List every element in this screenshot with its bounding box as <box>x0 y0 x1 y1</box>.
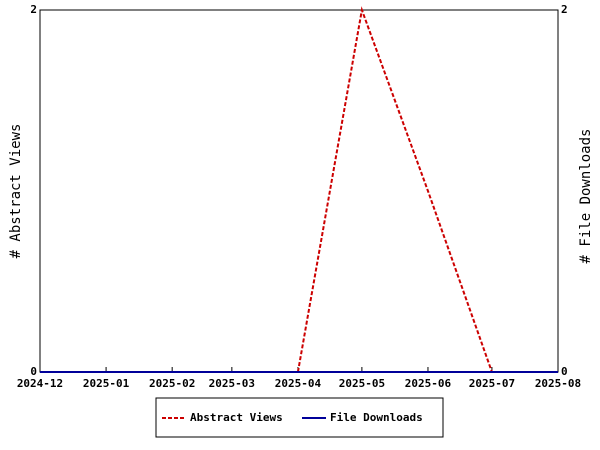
x-tick-label: 2025-06 <box>405 377 452 390</box>
x-tick-label: 2025-03 <box>209 377 255 390</box>
x-tick-label: 2025-02 <box>149 377 195 390</box>
x-tick-label: 2025-08 <box>535 377 581 390</box>
x-tick-label: 2024-12 <box>17 377 63 390</box>
x-tick-label: 2025-01 <box>83 377 130 390</box>
legend-label: Abstract Views <box>190 411 283 424</box>
y-tick-label: 0 <box>30 365 37 378</box>
legend <box>155 397 444 438</box>
legend-label: File Downloads <box>330 411 423 424</box>
y2-axis-label: # File Downloads <box>578 129 594 264</box>
x-tick-label: 2025-05 <box>339 377 385 390</box>
y2-tick-label: 2 <box>561 3 568 16</box>
y-tick-label: 2 <box>30 3 37 16</box>
plot-frame <box>39 9 559 373</box>
y2-tick-label: 0 <box>561 365 568 378</box>
y-axis-label: # Abstract Views <box>8 124 24 259</box>
series-line <box>40 6 558 373</box>
x-tick-label: 2025-07 <box>469 377 515 390</box>
x-tick-label: 2025-04 <box>275 377 322 390</box>
